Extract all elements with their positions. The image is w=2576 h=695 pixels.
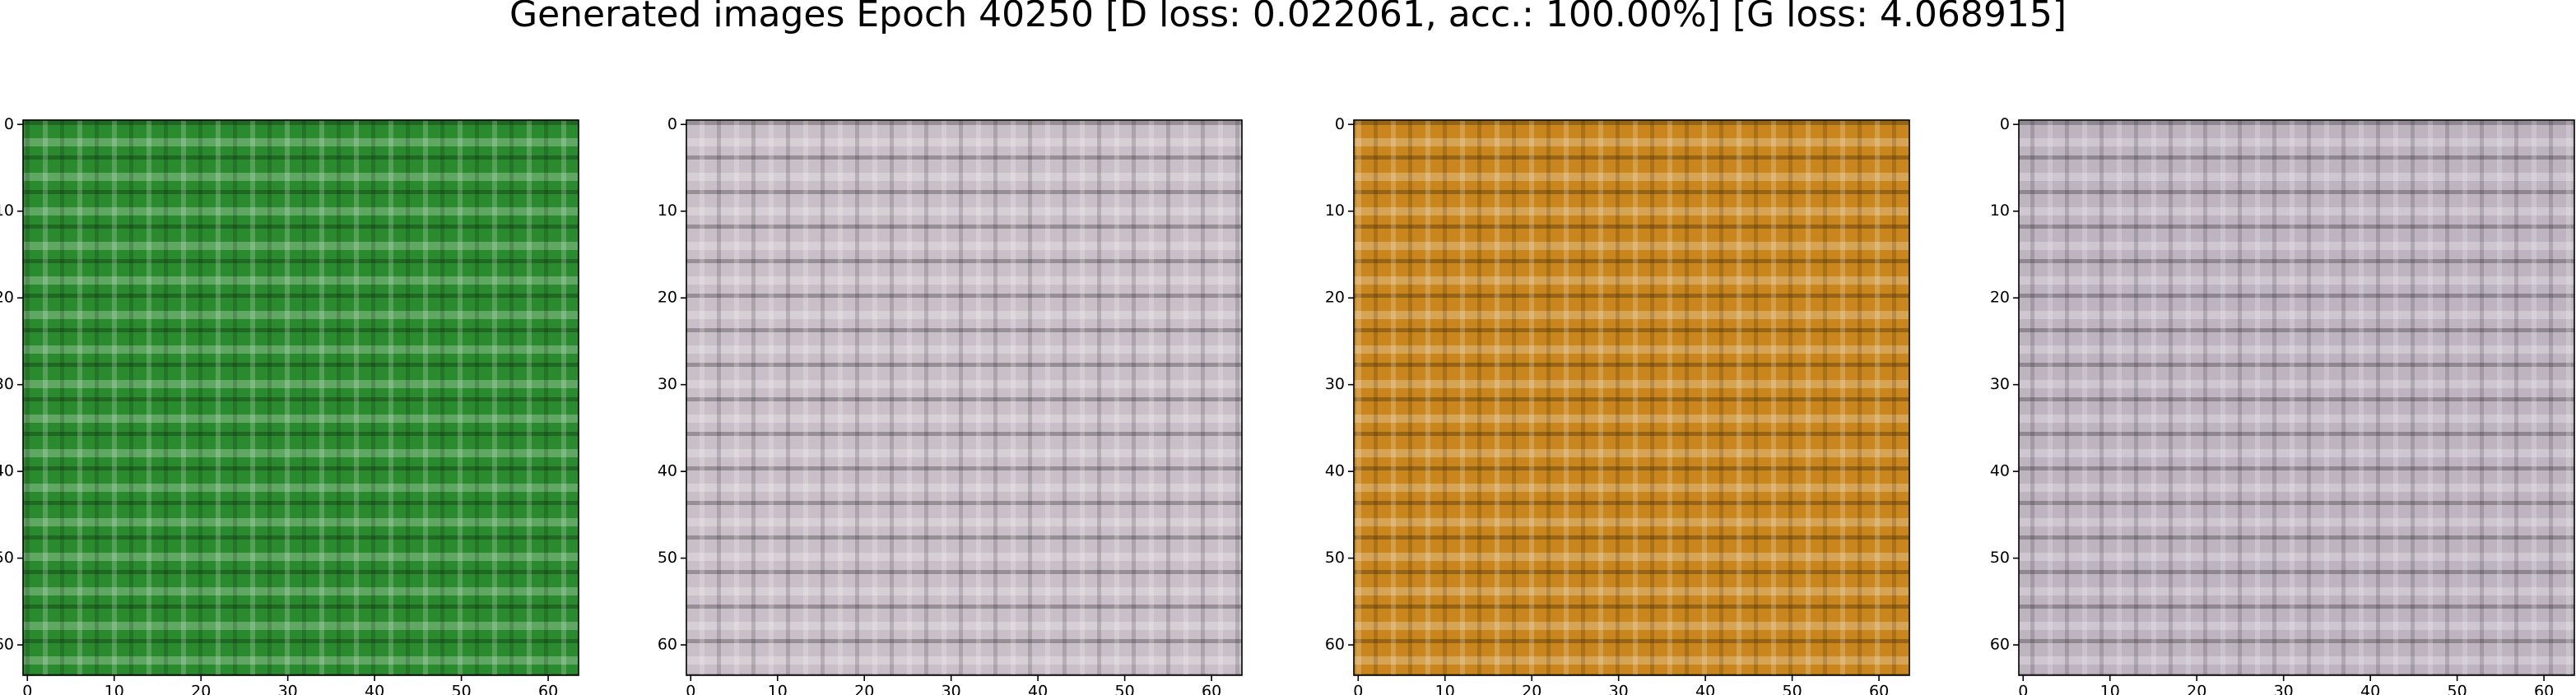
y-tick-label: 40 [658,462,677,480]
figure-title: Generated images Epoch 40250 [D loss: 0.… [509,0,2067,35]
x-tick-label: 10 [105,683,124,695]
y-tick-label: 10 [1325,202,1345,220]
y-tick-label: 30 [1990,375,2010,393]
x-tick-label: 40 [2360,683,2380,695]
y-tick-label: 60 [0,636,14,654]
y-tick-label: 20 [0,289,14,307]
y-tick-label: 50 [1990,549,2010,567]
y-tick-label: 10 [0,202,14,220]
x-tick-label: 30 [2274,683,2294,695]
y-tick-label: 0 [667,115,677,133]
x-tick-label: 40 [1028,683,1048,695]
x-tick-label: 30 [942,683,961,695]
y-tick-label: 30 [0,375,14,393]
x-tick-label: 0 [22,683,32,695]
y-tick-label: 20 [658,289,677,307]
x-tick-label: 40 [1695,683,1715,695]
image-texture [2019,120,2574,675]
y-tick-label: 10 [1990,202,2010,220]
x-tick-label: 10 [1435,683,1455,695]
y-tick-label: 60 [1990,636,2010,654]
y-tick-label: 30 [1325,375,1345,393]
x-tick-label: 0 [2018,683,2028,695]
y-tick-label: 0 [1335,115,1345,133]
y-tick-label: 20 [1990,289,2010,307]
axes-frame [1353,119,1910,676]
x-tick-label: 10 [768,683,788,695]
y-tick-label: 60 [658,636,677,654]
x-tick-label: 0 [686,683,695,695]
x-tick-label: 60 [2534,683,2554,695]
x-tick-label: 30 [278,683,298,695]
y-tick-label: 30 [658,375,677,393]
y-tick-label: 40 [0,462,14,480]
x-tick-label: 60 [538,683,558,695]
x-tick-label: 0 [1353,683,1363,695]
x-tick-label: 50 [1115,683,1135,695]
x-tick-label: 50 [452,683,472,695]
y-tick-label: 10 [658,202,677,220]
x-tick-label: 40 [365,683,384,695]
y-tick-label: 40 [1325,462,1345,480]
x-tick-label: 30 [1609,683,1629,695]
x-tick-label: 20 [1522,683,1541,695]
axes-frame [2018,119,2575,676]
image-texture [23,120,579,675]
y-tick-label: 0 [2000,115,2010,133]
x-tick-label: 60 [1869,683,1889,695]
y-tick-label: 50 [658,549,677,567]
y-tick-label: 0 [4,115,14,133]
y-tick-label: 60 [1325,636,1345,654]
y-tick-label: 50 [1325,549,1345,567]
x-tick-label: 10 [2100,683,2120,695]
axes-frame [22,119,579,676]
axes-frame [686,119,1243,676]
x-tick-label: 50 [1783,683,1802,695]
y-tick-label: 40 [1990,462,2010,480]
x-tick-label: 50 [2448,683,2467,695]
y-tick-label: 20 [1325,289,1345,307]
image-texture [686,120,1242,675]
image-texture [1354,120,1909,675]
y-tick-label: 50 [0,549,14,567]
x-tick-label: 20 [2187,683,2206,695]
x-tick-label: 60 [1202,683,1221,695]
x-tick-label: 20 [191,683,211,695]
x-tick-label: 20 [854,683,874,695]
